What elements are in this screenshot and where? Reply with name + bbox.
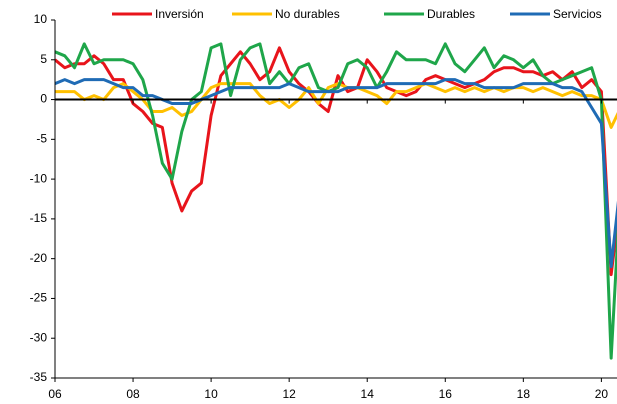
legend-label: Durables bbox=[427, 7, 475, 21]
legend-label: Servicios bbox=[553, 7, 602, 21]
y-tick-label: -20 bbox=[30, 251, 48, 265]
y-tick-label: 0 bbox=[40, 92, 47, 106]
x-tick-label: 16 bbox=[439, 387, 453, 401]
series-line bbox=[55, 42, 617, 360]
y-tick-label: 10 bbox=[34, 12, 48, 26]
legend-label: Inversión bbox=[155, 7, 204, 21]
x-tick-label: 18 bbox=[517, 387, 531, 401]
y-tick-label: 5 bbox=[40, 52, 47, 66]
x-tick-label: 10 bbox=[204, 387, 218, 401]
series-line bbox=[55, 46, 617, 277]
series-line bbox=[55, 78, 617, 269]
y-tick-label: -15 bbox=[30, 211, 48, 225]
x-tick-label: 08 bbox=[126, 387, 140, 401]
x-tick-label: 06 bbox=[48, 387, 62, 401]
legend-label: No durables bbox=[275, 7, 340, 21]
y-tick-label: -10 bbox=[30, 171, 48, 185]
y-tick-label: -30 bbox=[30, 330, 48, 344]
plot-area bbox=[55, 42, 617, 360]
x-tick-label: 12 bbox=[282, 387, 296, 401]
y-tick-label: -35 bbox=[30, 370, 48, 384]
y-tick-label: -5 bbox=[36, 132, 47, 146]
x-tick-label: 20 bbox=[595, 387, 609, 401]
x-tick-label: 14 bbox=[361, 387, 375, 401]
y-tick-label: -25 bbox=[30, 291, 48, 305]
